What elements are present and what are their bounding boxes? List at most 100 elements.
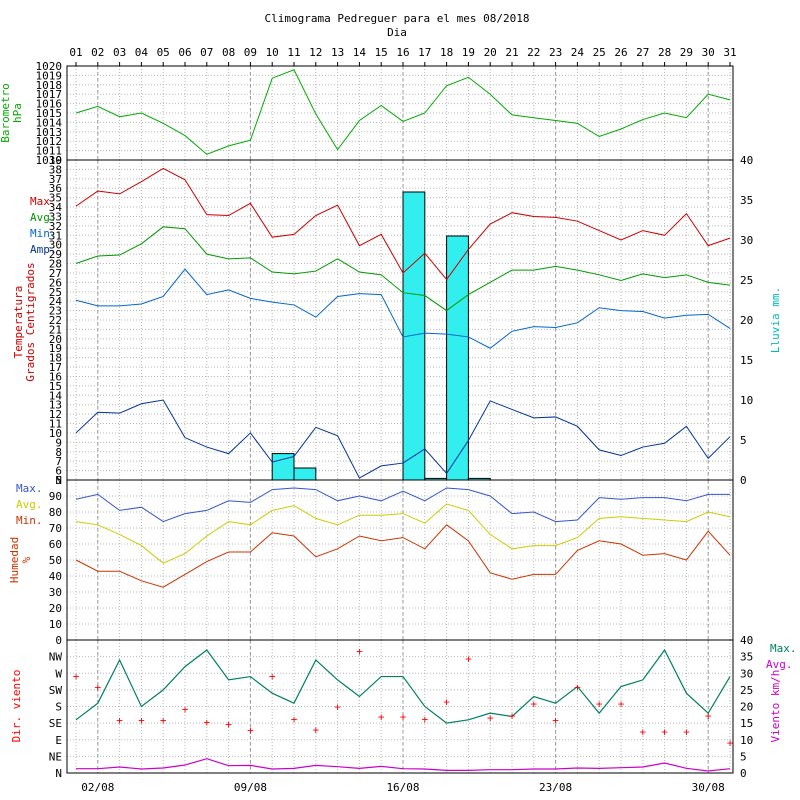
- temperature-axis-unit: Grados Centigrados: [24, 262, 37, 381]
- day-tick-label: 23: [549, 46, 562, 59]
- temperature-tick-label: 32: [49, 220, 62, 233]
- wind-direction-mark: +: [73, 670, 80, 683]
- day-tick-label: 06: [178, 46, 191, 59]
- pressure-tick-label: 1013: [36, 126, 63, 139]
- wind-dir-tick-label: SW: [49, 684, 63, 697]
- temp-legend-0: Max.: [30, 195, 57, 208]
- day-tick-label: 30: [702, 46, 715, 59]
- rain-tick-label: 35: [740, 194, 753, 207]
- temperature-tick-label: 38: [49, 163, 62, 176]
- wind-dir-tick-label: NW: [49, 651, 63, 664]
- wind-direction-mark: +: [465, 652, 472, 665]
- pressure-axis-label: Barometro: [0, 83, 12, 143]
- temperature-tick-label: 25: [49, 286, 62, 299]
- wind-direction-mark: +: [225, 718, 232, 731]
- day-tick-label: 17: [418, 46, 431, 59]
- day-tick-label: 15: [375, 46, 388, 59]
- humidity-tick-label: 50: [49, 554, 62, 567]
- date-tick-label: 09/08: [234, 781, 267, 794]
- rain-tick-label: 25: [740, 274, 753, 287]
- day-tick-label: 26: [614, 46, 627, 59]
- pressure-tick-label: 1016: [36, 98, 63, 111]
- temperature-tick-label: 17: [49, 361, 62, 374]
- temperature-tick-label: 11: [49, 418, 62, 431]
- wind-dir-tick-label: N: [55, 767, 62, 780]
- temp-legend-3: Amp.: [30, 243, 57, 256]
- pressure-tick-label: 1015: [36, 107, 63, 120]
- temperature-tick-label: 10: [49, 427, 62, 440]
- temperature-tick-label: 37: [49, 173, 62, 186]
- wind-direction-mark: +: [552, 714, 559, 727]
- wind-speed-tick-label: 10: [740, 734, 753, 747]
- temperature-tick-label: 30: [49, 239, 62, 252]
- wind-speed-tick-label: 35: [740, 651, 753, 664]
- rain-tick-label: 40: [740, 154, 753, 167]
- temperature-tick-label: 18: [49, 352, 62, 365]
- rain-tick-label: 20: [740, 314, 753, 327]
- wind-direction-mark: +: [378, 710, 385, 723]
- day-tick-label: 01: [69, 46, 82, 59]
- wind-direction-mark: +: [530, 698, 537, 711]
- wind-speed-tick-label: 20: [740, 701, 753, 714]
- wind-legend-max: Max.: [770, 642, 797, 655]
- pressure-tick-label: 1011: [36, 145, 63, 158]
- wind-direction-mark: +: [618, 698, 625, 711]
- temperature-tick-label: 39: [49, 154, 62, 167]
- temperature-tick-label: 27: [49, 267, 62, 280]
- temperature-tick-label: 23: [49, 305, 62, 318]
- wind-direction-mark: +: [705, 710, 712, 723]
- humidity-tick-label: 30: [49, 586, 62, 599]
- wind-speed-tick-label: 0: [740, 767, 747, 780]
- wind-dir-tick-label: E: [55, 734, 62, 747]
- day-tick-label: 11: [287, 46, 300, 59]
- pressure-tick-label: 1019: [36, 69, 63, 82]
- temp-min-line: [75, 268, 731, 349]
- humidity-min-line: [75, 524, 731, 588]
- pressure-tick-label: 1020: [36, 60, 63, 73]
- day-tick-label: 08: [222, 46, 235, 59]
- temperature-tick-label: 31: [49, 229, 62, 242]
- rain-axis-label: Lluvia mm.: [769, 287, 782, 353]
- day-tick-label: 10: [266, 46, 279, 59]
- wind-legend-avg: Avg.: [766, 658, 793, 671]
- temp-amp-line: [75, 399, 731, 479]
- temperature-tick-label: 5: [55, 474, 62, 487]
- pressure-tick-label: 1017: [36, 88, 63, 101]
- wind-speed-tick-label: 5: [740, 750, 747, 763]
- temperature-tick-label: 36: [49, 182, 62, 195]
- rain-bar: [446, 235, 469, 481]
- wind-direction-mark: +: [312, 723, 319, 736]
- wind-speed-tick-label: 15: [740, 717, 753, 730]
- temp-legend-2: Min.: [30, 227, 57, 240]
- day-tick-label: 02: [91, 46, 104, 59]
- day-tick-label: 18: [440, 46, 453, 59]
- day-tick-label: 24: [571, 46, 585, 59]
- date-tick-label: 30/08: [692, 781, 725, 794]
- temperature-tick-label: 14: [49, 389, 63, 402]
- day-tick-label: 21: [505, 46, 518, 59]
- wind-direction-mark: +: [509, 710, 516, 723]
- humidity-tick-label: 90: [49, 490, 62, 503]
- humidity-tick-label: 80: [49, 506, 62, 519]
- temperature-tick-label: 26: [49, 276, 62, 289]
- temp-max-line: [75, 167, 731, 281]
- humidity-tick-label: 10: [49, 618, 62, 631]
- pressure-tick-label: 1014: [36, 116, 63, 129]
- pressure-tick-label: 1012: [36, 135, 63, 148]
- rain-tick-label: 15: [740, 354, 753, 367]
- temperature-tick-label: 35: [49, 192, 62, 205]
- humidity-tick-label: N: [55, 474, 62, 487]
- wind-direction-mark: +: [247, 724, 254, 737]
- humidity-axis-label: Humedad: [8, 537, 21, 583]
- wind-direction-mark: +: [421, 713, 428, 726]
- temperature-tick-label: 8: [55, 446, 62, 459]
- wind-speed-tick-label: 30: [740, 667, 753, 680]
- day-tick-label: 07: [200, 46, 213, 59]
- temperature-tick-label: 22: [49, 314, 62, 327]
- date-tick-label: 23/08: [539, 781, 572, 794]
- wind-speed-tick-label: 25: [740, 684, 753, 697]
- day-tick-label: 12: [309, 46, 322, 59]
- temperature-tick-label: 34: [49, 201, 63, 214]
- wind-direction-mark: +: [683, 725, 690, 738]
- chart-title: Climograma Pedreguer para el mes 08/2018: [265, 12, 530, 25]
